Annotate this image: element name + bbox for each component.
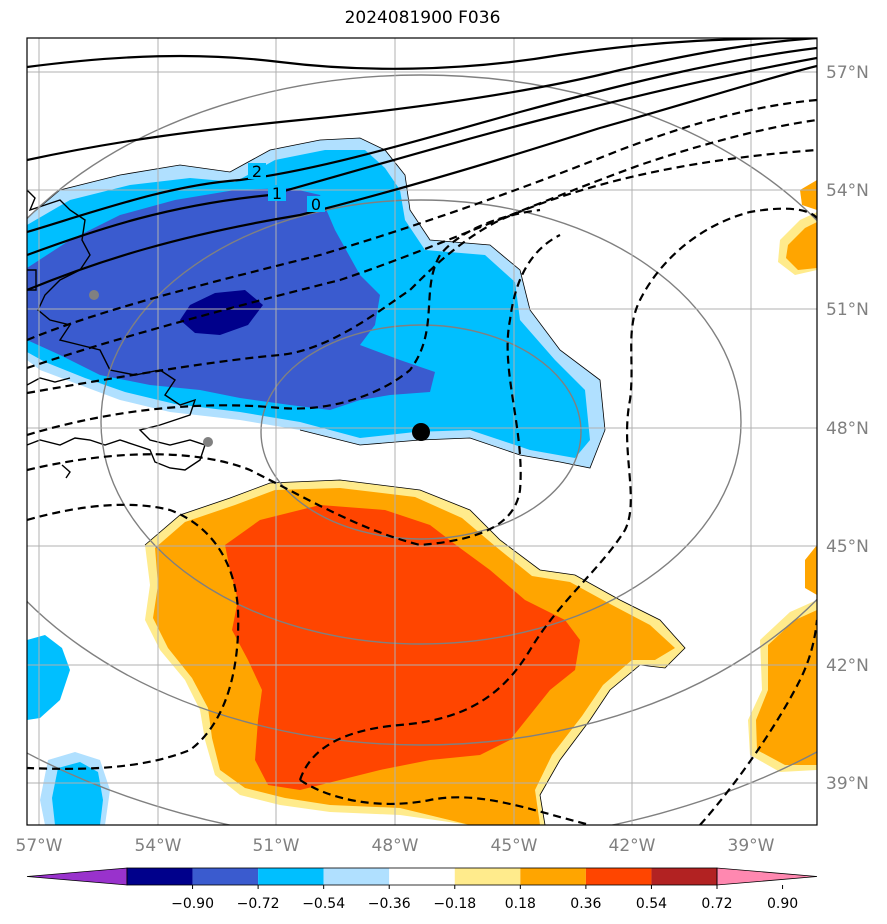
latitude-axis: 57°N 54°N 51°N 48°N 45°N 42°N 39°N [826,63,869,794]
lat-label: 48°N [826,419,869,439]
lat-label: 45°N [826,537,869,557]
anomaly-outline [27,137,686,825]
lat-label: 39°N [826,774,869,794]
colorbar-tick-label: −0.54 [302,896,345,912]
colorbar-tick-label: −0.36 [368,896,411,912]
colorbar-extend-high [716,867,818,886]
colorbar-segment [389,868,455,885]
colorbar-segment [651,868,717,885]
positive-anomaly-region [145,180,817,825]
colorbar-tick-label: 0.90 [767,896,798,912]
range-rings [27,38,817,825]
storm-center-marker [412,423,430,441]
lon-label: 57°W [16,836,63,856]
lon-label: 39°W [728,836,775,856]
grey-station-marker-2 [203,437,213,447]
colorbar-tick-label: 0.72 [701,896,732,912]
colorbar-segment [192,868,259,885]
dashed-contours [27,98,817,825]
solid-contours [27,38,817,292]
colorbar-tick-label: 0.54 [636,896,667,912]
contour-label-0: 0 [311,195,321,214]
colorbar-segment [585,868,652,885]
colorbar-segment [258,868,324,885]
lat-label: 42°N [826,656,869,676]
colorbar-tick-label: 0.36 [570,896,601,912]
lat-label: 51°N [826,300,869,320]
lon-label: 45°W [491,836,538,856]
colorbar-frame [126,867,718,886]
colorbar-tick-label: 0.18 [505,896,536,912]
longitude-axis: 57°W 54°W 51°W 48°W 45°W 42°W 39°W [16,836,775,856]
contour-label-1: 1 [272,184,282,203]
lon-label: 42°W [609,836,656,856]
colorbar-tick-label: −0.18 [433,896,476,912]
lon-label: 51°W [253,836,300,856]
coastline [27,189,206,479]
colorbar: −0.90 −0.72 −0.54 −0.36 −0.18 0.18 0.36 0.54 0.7… [26,867,818,912]
lon-label: 48°W [372,836,419,856]
colorbar-segment [323,868,390,885]
colorbar-segment [127,868,193,885]
map-plot-area: 2 1 0 [27,38,817,825]
colorbar-tick-label: −0.72 [237,896,280,912]
plot-frame [26,37,818,826]
map-title: 2024081900 F036 [344,8,501,28]
colorbar-segment [454,868,521,885]
lat-label: 54°N [826,181,869,201]
contour-labels: 2 1 0 [248,162,325,214]
colorbar-extend-low [26,867,128,886]
contour-label-2: 2 [252,162,262,181]
lat-label: 57°N [826,63,869,83]
grey-station-marker-1 [89,290,99,300]
lon-label: 54°W [135,836,182,856]
gridlines [27,38,817,825]
colorbar-segment [520,868,586,885]
colorbar-tick-label: −0.90 [171,896,214,912]
